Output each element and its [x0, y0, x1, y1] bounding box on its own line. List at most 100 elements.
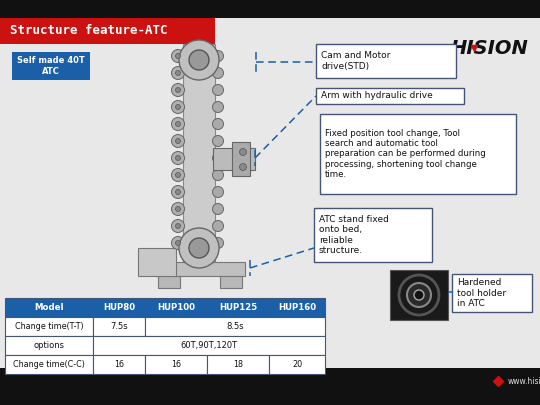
Circle shape: [176, 190, 180, 194]
Circle shape: [172, 202, 185, 215]
Circle shape: [176, 53, 180, 58]
Circle shape: [414, 290, 424, 300]
Circle shape: [176, 224, 180, 228]
Circle shape: [172, 83, 185, 96]
Circle shape: [172, 66, 185, 79]
Bar: [314, 208, 432, 262]
Bar: [0, 18, 215, 44]
Bar: [93, 317, 145, 336]
Bar: [269, 298, 325, 317]
Circle shape: [172, 151, 185, 164]
Circle shape: [213, 68, 224, 79]
Text: 16: 16: [171, 360, 181, 369]
Circle shape: [176, 173, 180, 177]
Text: HUP160: HUP160: [278, 303, 316, 312]
Circle shape: [189, 50, 209, 70]
Bar: [207, 355, 269, 374]
Circle shape: [189, 238, 209, 258]
Text: 8.5s: 8.5s: [226, 322, 244, 331]
Circle shape: [176, 70, 180, 75]
Text: Structure feature-ATC: Structure feature-ATC: [10, 24, 167, 38]
Text: 18: 18: [233, 360, 243, 369]
Bar: [12, 52, 90, 80]
Bar: [183, 44, 215, 264]
Bar: [145, 355, 207, 374]
Circle shape: [176, 207, 180, 211]
Bar: [145, 298, 207, 317]
Circle shape: [240, 149, 246, 156]
Bar: [316, 88, 464, 104]
Bar: [145, 317, 325, 336]
Text: HUP125: HUP125: [219, 303, 257, 312]
Circle shape: [172, 117, 185, 130]
Circle shape: [172, 100, 185, 113]
Circle shape: [172, 237, 185, 249]
Circle shape: [213, 237, 224, 249]
Bar: [0, 18, 540, 368]
Text: ATC stand fixed
onto bed,
reliable
structure.: ATC stand fixed onto bed, reliable struc…: [319, 215, 389, 255]
Circle shape: [172, 168, 185, 181]
Bar: [452, 274, 532, 312]
Text: Change time(C-C): Change time(C-C): [13, 360, 85, 369]
Bar: [5, 298, 93, 317]
Text: Arm with hydraulic drive: Arm with hydraulic drive: [321, 92, 433, 100]
Circle shape: [176, 87, 180, 92]
Circle shape: [213, 119, 224, 130]
Bar: [213, 148, 255, 170]
Circle shape: [179, 228, 219, 268]
Bar: [232, 142, 250, 176]
Circle shape: [176, 122, 180, 126]
Circle shape: [240, 164, 246, 171]
Text: www.hision.com: www.hision.com: [508, 377, 540, 386]
Text: HISION: HISION: [451, 38, 529, 58]
Circle shape: [179, 40, 219, 80]
Circle shape: [176, 104, 180, 109]
Circle shape: [213, 85, 224, 96]
Circle shape: [213, 153, 224, 164]
Text: 16: 16: [114, 360, 124, 369]
Circle shape: [172, 134, 185, 147]
Text: Fixed position tool change, Tool
search and automatic tool
preparation can be pe: Fixed position tool change, Tool search …: [325, 129, 486, 179]
Circle shape: [172, 220, 185, 232]
Text: Self made 40T
ATC: Self made 40T ATC: [17, 56, 85, 76]
Circle shape: [213, 203, 224, 215]
Bar: [155, 262, 245, 276]
Circle shape: [213, 170, 224, 181]
Bar: [93, 298, 145, 317]
Circle shape: [176, 156, 180, 160]
Bar: [207, 298, 269, 317]
Text: Change time(T-T): Change time(T-T): [15, 322, 83, 331]
Bar: [0, 368, 540, 405]
Circle shape: [172, 49, 185, 62]
Circle shape: [213, 220, 224, 232]
Text: Cam and Motor
drive(STD): Cam and Motor drive(STD): [321, 51, 390, 71]
Circle shape: [176, 139, 180, 143]
Bar: [220, 276, 242, 288]
Bar: [158, 276, 180, 288]
Text: Hardened
tool holder
in ATC: Hardened tool holder in ATC: [457, 278, 506, 308]
Circle shape: [176, 241, 180, 245]
Circle shape: [213, 186, 224, 198]
Bar: [316, 44, 456, 78]
Bar: [93, 336, 325, 355]
Bar: [5, 336, 93, 355]
Text: 20: 20: [292, 360, 302, 369]
Circle shape: [213, 51, 224, 62]
Bar: [5, 355, 93, 374]
Bar: [320, 114, 516, 194]
Text: HUP80: HUP80: [103, 303, 135, 312]
Bar: [390, 270, 448, 320]
Text: 7.5s: 7.5s: [110, 322, 128, 331]
Text: options: options: [33, 341, 64, 350]
Bar: [5, 317, 93, 336]
Bar: [93, 355, 145, 374]
Text: 60T,90T,120T: 60T,90T,120T: [180, 341, 238, 350]
Circle shape: [172, 185, 185, 198]
Circle shape: [213, 102, 224, 113]
Text: Model: Model: [34, 303, 64, 312]
Bar: [269, 355, 325, 374]
Text: HUP100: HUP100: [157, 303, 195, 312]
Bar: [138, 248, 176, 276]
Circle shape: [407, 283, 431, 307]
Circle shape: [213, 136, 224, 147]
